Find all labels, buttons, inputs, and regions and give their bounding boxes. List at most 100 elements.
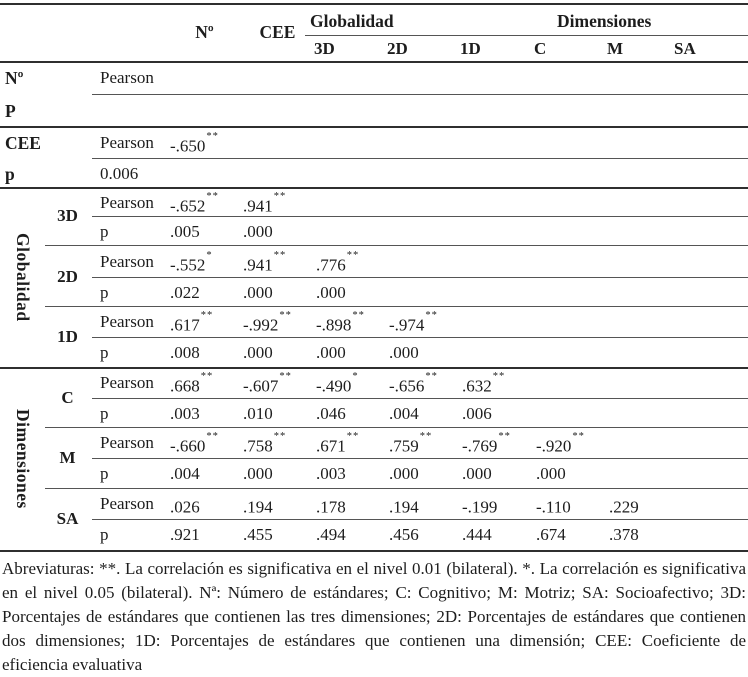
table-cell: .776** xyxy=(316,250,360,275)
row-label-pearson: Pearson xyxy=(100,68,154,87)
table-row: p .022 .000 .000 xyxy=(0,279,748,307)
row-label-pearson: Pearson xyxy=(100,193,154,212)
table-cell: -.660** xyxy=(170,431,219,456)
row-label-p: p xyxy=(100,283,109,302)
table-cell: .000 xyxy=(389,343,419,362)
table-row: Pearson -.660** .758** .671** .759** -.7… xyxy=(0,429,748,457)
row-label-p: 0.006 xyxy=(100,164,139,183)
table-row: Pearson .668** -.607** -.490* -.656** .6… xyxy=(0,369,748,397)
table-cell: .178 xyxy=(316,497,346,517)
column-header-3d: 3D xyxy=(314,39,335,58)
horizontal-rule xyxy=(0,187,748,189)
table-cell: .941** xyxy=(243,191,287,216)
table-cell: .022 xyxy=(170,283,200,302)
horizontal-rule xyxy=(92,337,748,339)
table-row: Pearson -.552* .941** .776** xyxy=(0,248,748,276)
column-header-1d: 1D xyxy=(460,39,481,58)
table-cell: -.652** xyxy=(170,191,219,216)
table-cell: .004 xyxy=(389,404,419,423)
table-cell: .194 xyxy=(243,497,273,517)
row-label-pearson: Pearson xyxy=(100,494,154,513)
horizontal-rule xyxy=(45,306,748,308)
horizontal-rule xyxy=(45,245,748,247)
table-cell: .494 xyxy=(316,525,346,544)
table-cell: .921 xyxy=(170,525,200,544)
table-cell: -.110 xyxy=(536,497,571,517)
table-cell: .194 xyxy=(389,497,419,517)
table-cell: .759** xyxy=(389,431,433,456)
horizontal-rule xyxy=(305,35,748,37)
row-header-c: C xyxy=(61,388,74,407)
table-cell: .668** xyxy=(170,371,214,396)
table-row: 0.006 xyxy=(0,160,748,188)
table-cell: -.490* xyxy=(316,371,359,396)
table-cell: .000 xyxy=(243,343,273,362)
row-label-p: p xyxy=(100,404,109,423)
row-label-pearson: Pearson xyxy=(100,373,154,392)
row-label-pearson: Pearson xyxy=(100,312,154,331)
horizontal-rule xyxy=(92,458,748,460)
table-cell: .456 xyxy=(389,525,419,544)
table-cell: .005 xyxy=(170,222,200,241)
row-group-label-globalidad: Globalidad xyxy=(13,233,33,322)
row-label-pearson: Pearson xyxy=(100,252,154,271)
row-header-cee: CEE xyxy=(5,133,41,153)
table-cell: .671** xyxy=(316,431,360,456)
table-row: p .921 .455 .494 .456 .444 .674 .378 xyxy=(0,521,748,549)
table-cell: .000 xyxy=(316,343,346,362)
table-row: Pearson -.650** xyxy=(0,129,748,157)
horizontal-rule xyxy=(0,126,748,128)
horizontal-rule xyxy=(0,3,748,5)
horizontal-rule xyxy=(92,216,748,218)
horizontal-rule xyxy=(92,94,748,96)
table-cell: -.974** xyxy=(389,310,438,335)
table-cell: .674 xyxy=(536,525,566,544)
table-cell: .000 xyxy=(243,283,273,302)
row-header-1d: 1D xyxy=(57,327,78,346)
table-cell: .003 xyxy=(170,404,200,423)
table-row: p .004 .000 .003 .000 .000 .000 xyxy=(0,460,748,488)
table-cell: .229 xyxy=(609,497,639,517)
table-cell: .378 xyxy=(609,525,639,544)
row-header-cee-p: p xyxy=(5,164,15,184)
row-label-p: p xyxy=(100,464,109,483)
table-cell: .632** xyxy=(462,371,506,396)
column-header-n: Nº xyxy=(195,22,214,42)
column-group-dimensiones: Dimensiones xyxy=(557,11,652,31)
table-cell: -.992** xyxy=(243,310,292,335)
table-cell: .006 xyxy=(462,404,492,423)
table-cell: .010 xyxy=(243,404,273,423)
column-header-m: M xyxy=(607,39,624,58)
table-cell: .617** xyxy=(170,310,214,335)
column-header-cee: CEE xyxy=(259,22,296,42)
table-cell: -.769** xyxy=(462,431,511,456)
table-cell: .444 xyxy=(462,525,492,544)
row-label-p: p xyxy=(100,343,109,362)
row-group-label-dimensiones: Dimensiones xyxy=(13,409,33,509)
table-row: p .008 .000 .000 .000 xyxy=(0,339,748,367)
table-cell: -.199 xyxy=(462,497,498,517)
column-header-2d: 2D xyxy=(387,39,408,58)
table-cell: .026 xyxy=(170,497,200,517)
horizontal-rule xyxy=(45,488,748,490)
table-cell: -.898** xyxy=(316,310,365,335)
table-cell: .000 xyxy=(243,222,273,241)
table-cell: -.656** xyxy=(389,371,438,396)
horizontal-rule xyxy=(92,158,748,160)
horizontal-rule xyxy=(92,277,748,279)
table-cell: .046 xyxy=(316,404,346,423)
table-cell: -.920** xyxy=(536,431,585,456)
row-header-3d: 3D xyxy=(57,206,78,225)
row-label-pearson: Pearson xyxy=(100,133,154,152)
horizontal-rule xyxy=(0,550,748,552)
table-cell: -.650** xyxy=(170,131,219,156)
table-row: Pearson .026 .194 .178 .194 -.199 -.110 … xyxy=(0,490,748,518)
table-cell: -.552* xyxy=(170,250,213,275)
table-cell: .000 xyxy=(536,464,566,483)
table-cell: -.607** xyxy=(243,371,292,396)
table-row: p .003 .010 .046 .004 .006 xyxy=(0,400,748,428)
table-cell: .004 xyxy=(170,464,200,483)
table-cell: .000 xyxy=(316,283,346,302)
row-header-2d: 2D xyxy=(57,267,78,286)
